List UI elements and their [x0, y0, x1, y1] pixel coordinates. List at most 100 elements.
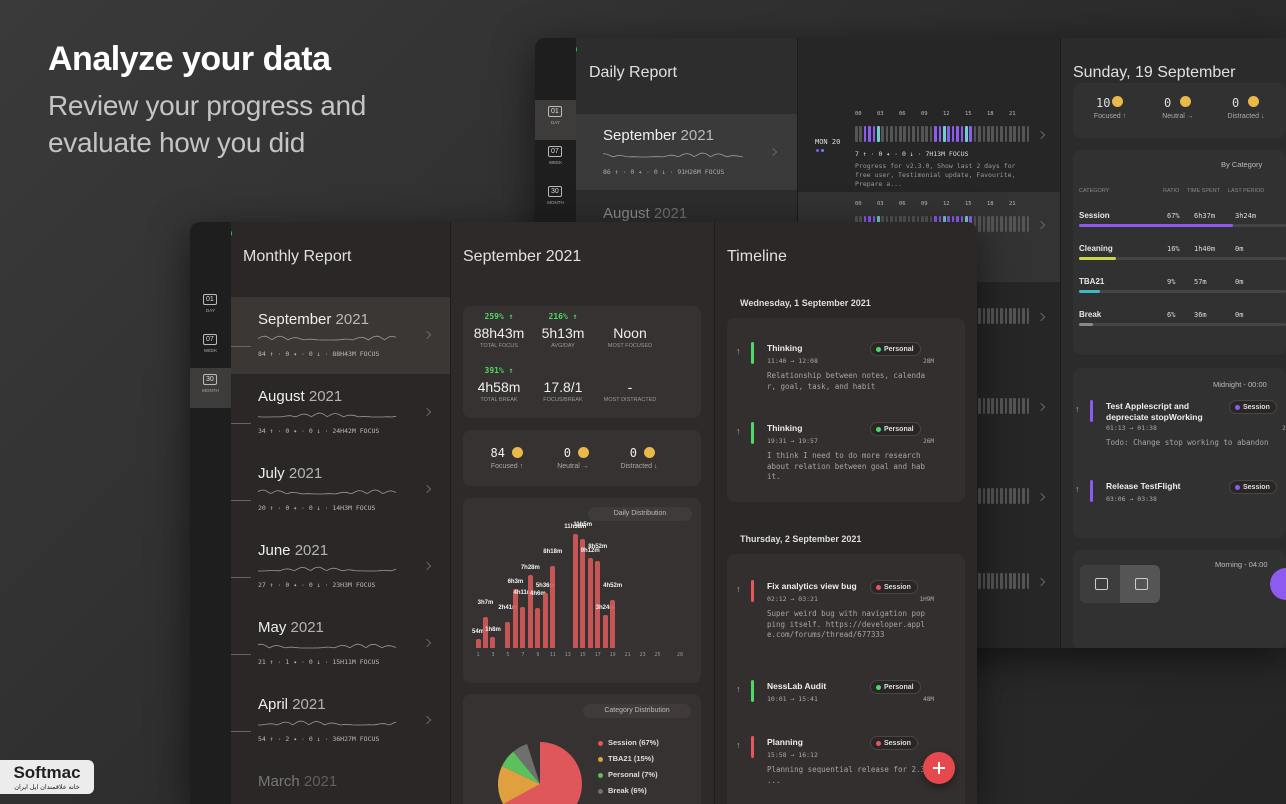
bar: [512, 588, 518, 648]
month-year: 2021: [294, 542, 329, 559]
category-ratio: 16%: [1167, 245, 1180, 253]
category-time: 1h40m: [1194, 245, 1216, 253]
hour-label: 15: [965, 201, 972, 207]
hour-bar: [1026, 216, 1030, 232]
entry-bar: [1090, 400, 1093, 422]
ratio-bar: [1079, 323, 1093, 326]
hour-bar: [859, 126, 862, 142]
hour-bar: [1004, 308, 1008, 324]
hour-label: 21: [1009, 111, 1016, 117]
entry-note: Super weird bug with navigation popping …: [767, 609, 926, 639]
x-tick-label: 21: [624, 652, 631, 658]
month-title: June 2021: [258, 542, 328, 559]
hour-bar: [982, 573, 986, 589]
mood-count: 0: [1164, 96, 1172, 110]
month-year: 2021: [308, 388, 343, 405]
entry-time: 15:58 → 16:12: [767, 751, 818, 759]
stat-change: 391% ↑: [484, 366, 514, 375]
add-button[interactable]: [923, 752, 955, 784]
sidebar-label: WEEK: [203, 348, 218, 353]
sparkline-path: [257, 412, 397, 418]
entry-title: Planning: [767, 737, 803, 747]
hour-bar: [1004, 126, 1008, 142]
hour-bar: [890, 126, 893, 142]
entry-duration: 1H9M: [919, 596, 934, 603]
hour-label: 09: [921, 201, 928, 207]
month-stats: 34 ↑ · 0 ✦ · 0 ↓ · 24H42M FOCUS: [258, 427, 380, 435]
card: [727, 318, 965, 502]
trend: ↑: [736, 346, 741, 356]
category-ratio: 6%: [1167, 311, 1176, 319]
sidebar-label: MONTH: [547, 200, 564, 205]
hour-bar: [1017, 308, 1021, 324]
entry-note: Relationship between notes, calendar, go…: [767, 371, 926, 391]
mood-label: Neutral →: [1162, 113, 1194, 120]
sparkline: [603, 152, 744, 158]
hour-bar: [1004, 216, 1008, 232]
card: [1073, 150, 1286, 355]
stat-value: 4h58m: [477, 379, 521, 395]
tag-text: Personal: [884, 425, 914, 433]
bar: [482, 617, 488, 648]
bar-label: 3h7m: [477, 600, 494, 607]
hour-bar: [1000, 216, 1003, 232]
bar: [587, 557, 593, 648]
day-dot: [821, 149, 824, 152]
bar-label: 5h36m: [535, 582, 555, 589]
card: [463, 306, 701, 418]
sparkline-path: [257, 720, 397, 726]
entry-title: Test Applescript and depreciate stopWork…: [1106, 401, 1203, 422]
legend-label: Session (67%): [608, 738, 659, 747]
stat-caption: TOTAL BREAK: [480, 397, 518, 403]
month-title: September 2021: [603, 127, 714, 144]
category-time: 57m: [1194, 278, 1207, 286]
hour-bar: [987, 126, 990, 142]
x-tick-label: 19: [609, 652, 616, 658]
list-title: Monthly Report: [243, 248, 352, 265]
month-year: 2021: [288, 465, 323, 482]
hour-bar: [881, 126, 884, 142]
category-last: 0m: [1235, 245, 1244, 253]
bar-label: 11h5m: [573, 522, 593, 528]
sparkline-path: [257, 643, 397, 649]
add-button[interactable]: [1270, 568, 1286, 600]
hour-bar: [987, 573, 990, 589]
bar-label: 9h12m: [580, 547, 600, 554]
trend: ↑: [1075, 404, 1080, 414]
hour-bar: [960, 126, 964, 142]
tag-text: Session: [884, 739, 911, 747]
tag-text: Personal: [884, 345, 914, 353]
sidebar-num: 30: [203, 374, 217, 385]
hour-label: 03: [877, 111, 884, 117]
hour-bar: [973, 126, 977, 142]
stat-caption: MOST DISTRACTED: [603, 397, 657, 403]
sidebar-num: 01: [548, 106, 562, 117]
hour-bar: [1009, 398, 1012, 414]
tag-pill: Session: [870, 736, 918, 750]
entry-title: Thinking: [767, 423, 803, 433]
entry-title: Release TestFlight: [1106, 481, 1181, 491]
hour-bar: [1013, 216, 1016, 232]
day-header: Thursday, 2 September 2021: [740, 534, 862, 544]
category-name: TBA21: [1079, 277, 1105, 286]
hour-bar: [1026, 398, 1030, 414]
hour-bar: [943, 126, 946, 142]
hour-bar: [1017, 126, 1021, 142]
entry-time: 10:01 → 15:41: [767, 695, 818, 703]
month-year: 2021: [303, 773, 338, 790]
month-name: August: [603, 205, 650, 222]
toggle-icon: [1095, 578, 1108, 590]
month-year: 2021: [335, 311, 369, 328]
x-tick-label: 13: [564, 652, 571, 658]
tag-dot: [876, 426, 881, 432]
mood-count: 10: [1096, 96, 1111, 110]
hour-label: 12: [943, 111, 950, 117]
hour-bar: [1013, 308, 1016, 324]
hour-label: 00: [855, 111, 862, 117]
month-name: September: [258, 311, 332, 328]
hour-bar: [1013, 126, 1016, 142]
list-connector: [231, 423, 251, 424]
sparkline-path: [603, 152, 744, 158]
hour-bar: [1026, 126, 1030, 142]
